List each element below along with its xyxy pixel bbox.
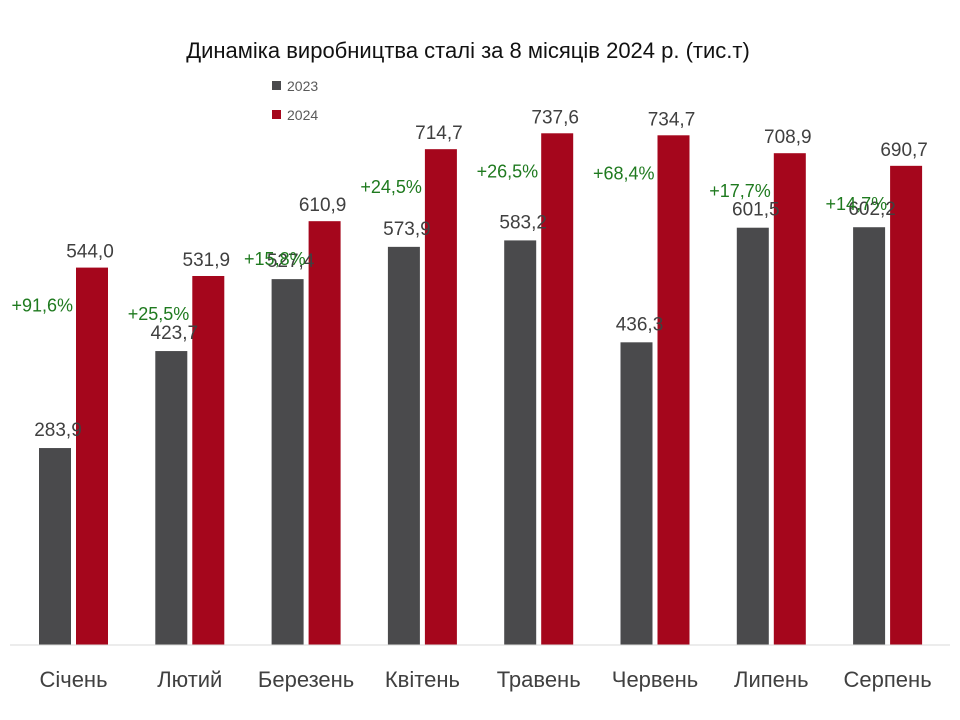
- category-label: Липень: [734, 667, 809, 692]
- value-label-2024: 734,7: [648, 109, 696, 130]
- value-label-2024: 610,9: [299, 195, 347, 216]
- value-label-2023: 527,4: [267, 251, 315, 272]
- category-label: Січень: [39, 667, 107, 692]
- legend-label-2024: 2024: [287, 107, 318, 123]
- bar-2024: [773, 153, 806, 645]
- value-label-2024: 714,7: [415, 123, 463, 144]
- percent-change-label: +17,7%: [709, 181, 771, 201]
- bar-2023: [155, 351, 188, 645]
- labels-group: 283,9 544,0 +91,6% Січень 423,7 531,9 +25,5% Лю…: [11, 107, 931, 692]
- category-label: Серпень: [844, 667, 932, 692]
- percent-change-label: +14,7%: [826, 194, 888, 214]
- value-label-2024: 737,6: [531, 107, 579, 128]
- legend-label-2023: 2023: [287, 78, 318, 94]
- bar-2024: [76, 267, 108, 645]
- percent-change-label: +24,5%: [360, 177, 422, 197]
- bar-2023: [39, 448, 71, 645]
- chart-title: Динаміка виробництва сталі за 8 місяців …: [186, 38, 750, 63]
- legend: 2023 2024: [272, 78, 318, 123]
- percent-change-label: +91,6%: [11, 296, 73, 316]
- bar-2024: [890, 165, 923, 645]
- value-label-2024: 531,9: [183, 250, 231, 271]
- bars-group: [39, 133, 923, 646]
- percent-change-label: +68,4%: [593, 163, 655, 183]
- bar-2024: [424, 149, 457, 645]
- percent-change-label: +25,5%: [128, 304, 190, 324]
- value-label-2023: 573,9: [383, 219, 431, 240]
- category-label: Лютий: [157, 667, 222, 692]
- value-label-2023: 423,7: [151, 323, 199, 344]
- value-label-2024: 690,7: [880, 140, 928, 161]
- bar-2023: [271, 279, 304, 645]
- category-label: Березень: [258, 667, 354, 692]
- bar-2024: [192, 275, 225, 645]
- legend-swatch-2024: [272, 110, 281, 119]
- category-label: Квітень: [385, 667, 460, 692]
- value-label-2023: 601,5: [732, 200, 780, 221]
- value-label-2023: 583,2: [499, 212, 547, 233]
- category-label: Червень: [612, 667, 698, 692]
- bar-2023: [504, 240, 537, 645]
- value-label-2024: 544,0: [66, 242, 114, 263]
- category-label: Травень: [497, 667, 581, 692]
- percent-change-label: +26,5%: [477, 161, 539, 181]
- percent-change-label: +15,8%: [244, 249, 306, 269]
- value-label-2023: 283,9: [34, 420, 82, 441]
- value-label-2023: 602,2: [848, 199, 896, 220]
- bar-2023: [387, 246, 420, 645]
- bar-2023: [620, 342, 653, 645]
- bar-2024: [308, 221, 341, 646]
- legend-swatch-2023: [272, 81, 281, 90]
- bar-2024: [657, 135, 690, 645]
- bar-2023: [853, 227, 886, 645]
- value-label-2023: 436,3: [616, 314, 664, 335]
- bar-2023: [736, 227, 769, 645]
- value-label-2024: 708,9: [764, 127, 812, 148]
- bar-2024: [541, 133, 574, 646]
